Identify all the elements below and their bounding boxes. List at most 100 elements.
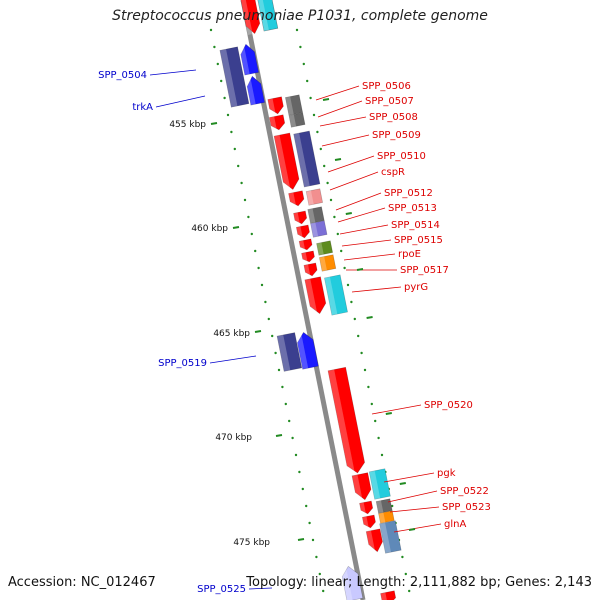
leader-line <box>319 116 367 127</box>
gene-SPP_0504-cds-shape <box>240 43 259 76</box>
partial-gene-shade <box>380 592 388 600</box>
gene-label-SPP_0509: SPP_0509 <box>372 130 421 141</box>
gene-SPP_0525-shape <box>341 565 364 600</box>
kbp-tick-label: 465 kbp <box>213 329 250 339</box>
track-dot <box>271 334 274 338</box>
gene-pgk-shade <box>352 474 363 502</box>
minor-tick <box>322 98 330 101</box>
gene-trkA-shape <box>246 75 265 106</box>
track-dot <box>329 198 333 202</box>
genome-summary: Topology: linear; Length: 2,111,882 bp; … <box>246 575 592 590</box>
track-dot <box>380 453 384 457</box>
gene-label-cspR: cspR <box>381 167 405 178</box>
track-dot <box>315 555 318 559</box>
gene-SPP_0519-cds-shade <box>295 332 309 370</box>
partial-gene <box>380 590 397 600</box>
minor-tick <box>356 268 364 271</box>
gene-SPP_0514b <box>310 220 328 238</box>
leader-line <box>383 472 435 483</box>
map-title: Streptococcus pneumoniae P1031, complete… <box>112 8 488 24</box>
track-dot <box>363 368 367 372</box>
partial-gene-shape <box>239 0 261 35</box>
gene-rpoE-b <box>316 240 333 256</box>
gene-label-SPP_0504: SPP_0504 <box>98 70 147 81</box>
track-dot <box>312 113 316 117</box>
gene-cspR <box>288 190 305 208</box>
gene-SPP_0515-shade <box>299 240 306 252</box>
gene-SPP_0514b-shade <box>310 222 319 238</box>
track-dot <box>316 130 319 134</box>
gene-cspR-b-shade <box>306 190 314 206</box>
gene-cspR-b-shape <box>305 188 323 206</box>
track-dot <box>220 79 223 83</box>
track-dot <box>350 300 353 304</box>
gene-pyrG-b-shade <box>324 276 338 316</box>
track-dot <box>404 572 407 576</box>
leader-line <box>341 239 392 247</box>
gene-SPP_0504-cds-shade <box>238 44 250 76</box>
partial-gene-shape <box>256 0 279 32</box>
track-dot <box>294 453 298 457</box>
gene-glnA-b-shape <box>379 520 402 554</box>
track-dot <box>322 589 325 593</box>
track-dot <box>401 555 404 559</box>
gene-SPP_0504-cds <box>238 43 259 76</box>
gene-SPP_0523b-shade <box>378 512 386 524</box>
track-dot <box>357 334 360 338</box>
track-dot <box>306 79 309 83</box>
leader-line <box>337 207 386 223</box>
kbp-tick-mark <box>210 122 218 125</box>
gene-SPP_0522-shape <box>359 500 374 515</box>
track-dot <box>309 96 312 100</box>
minor-tick <box>366 316 373 319</box>
gene-SPP_0514-shade <box>296 226 303 240</box>
gene-pgk <box>351 472 372 502</box>
minor-tick <box>385 412 392 415</box>
gene-trkA <box>245 75 265 106</box>
gene-SPP_0504-shape <box>219 46 250 108</box>
track-dot <box>326 181 329 185</box>
track-dot <box>288 419 291 423</box>
gene-label-SPP_0519: SPP_0519 <box>158 358 207 369</box>
gene-pyrG-shade <box>304 278 318 316</box>
gene-cspR-shape <box>288 190 305 207</box>
track-dot <box>299 45 302 49</box>
track-dot <box>391 504 394 508</box>
track-dot <box>353 317 356 321</box>
gene-label-pgk: pgk <box>437 468 456 479</box>
track-dot <box>346 283 350 287</box>
leader-line <box>351 286 402 293</box>
gene-SPP_0517 <box>319 254 337 272</box>
gene-label-trkA: trkA <box>132 102 153 113</box>
track-dot <box>377 436 380 440</box>
accession-text: Accession: NC_012467 <box>8 575 156 590</box>
leader-line <box>149 69 197 76</box>
gene-SPP_0519 <box>276 332 303 372</box>
track-dot <box>323 164 326 168</box>
track-dot <box>281 385 284 389</box>
gene-glnA-shape <box>365 528 383 553</box>
leader-line <box>321 134 370 147</box>
leader-line <box>209 355 257 364</box>
gene-SPP_0506-shape <box>267 96 284 115</box>
leader-line <box>371 404 422 415</box>
gene-SPP_0515 <box>298 238 313 252</box>
gene-pyrG <box>304 276 327 316</box>
gene-label-SPP_0506: SPP_0506 <box>362 81 411 92</box>
track-dot <box>254 249 257 253</box>
track-dot <box>302 62 305 66</box>
gene-SPP_0517b-shape <box>303 262 318 277</box>
kbp-tick-label: 460 kbp <box>191 224 228 234</box>
kbp-tick-mark <box>254 330 262 333</box>
gene-SPP_0510 <box>293 130 321 188</box>
minor-tick <box>345 212 352 215</box>
gene-label-SPP_0507: SPP_0507 <box>365 96 414 107</box>
gene-SPP_0514 <box>295 224 310 240</box>
leader-line <box>343 253 396 261</box>
position-dots <box>209 28 411 593</box>
track-dot <box>367 385 370 389</box>
track-dot <box>277 368 281 372</box>
gene-glnA-b-shade <box>379 522 391 554</box>
